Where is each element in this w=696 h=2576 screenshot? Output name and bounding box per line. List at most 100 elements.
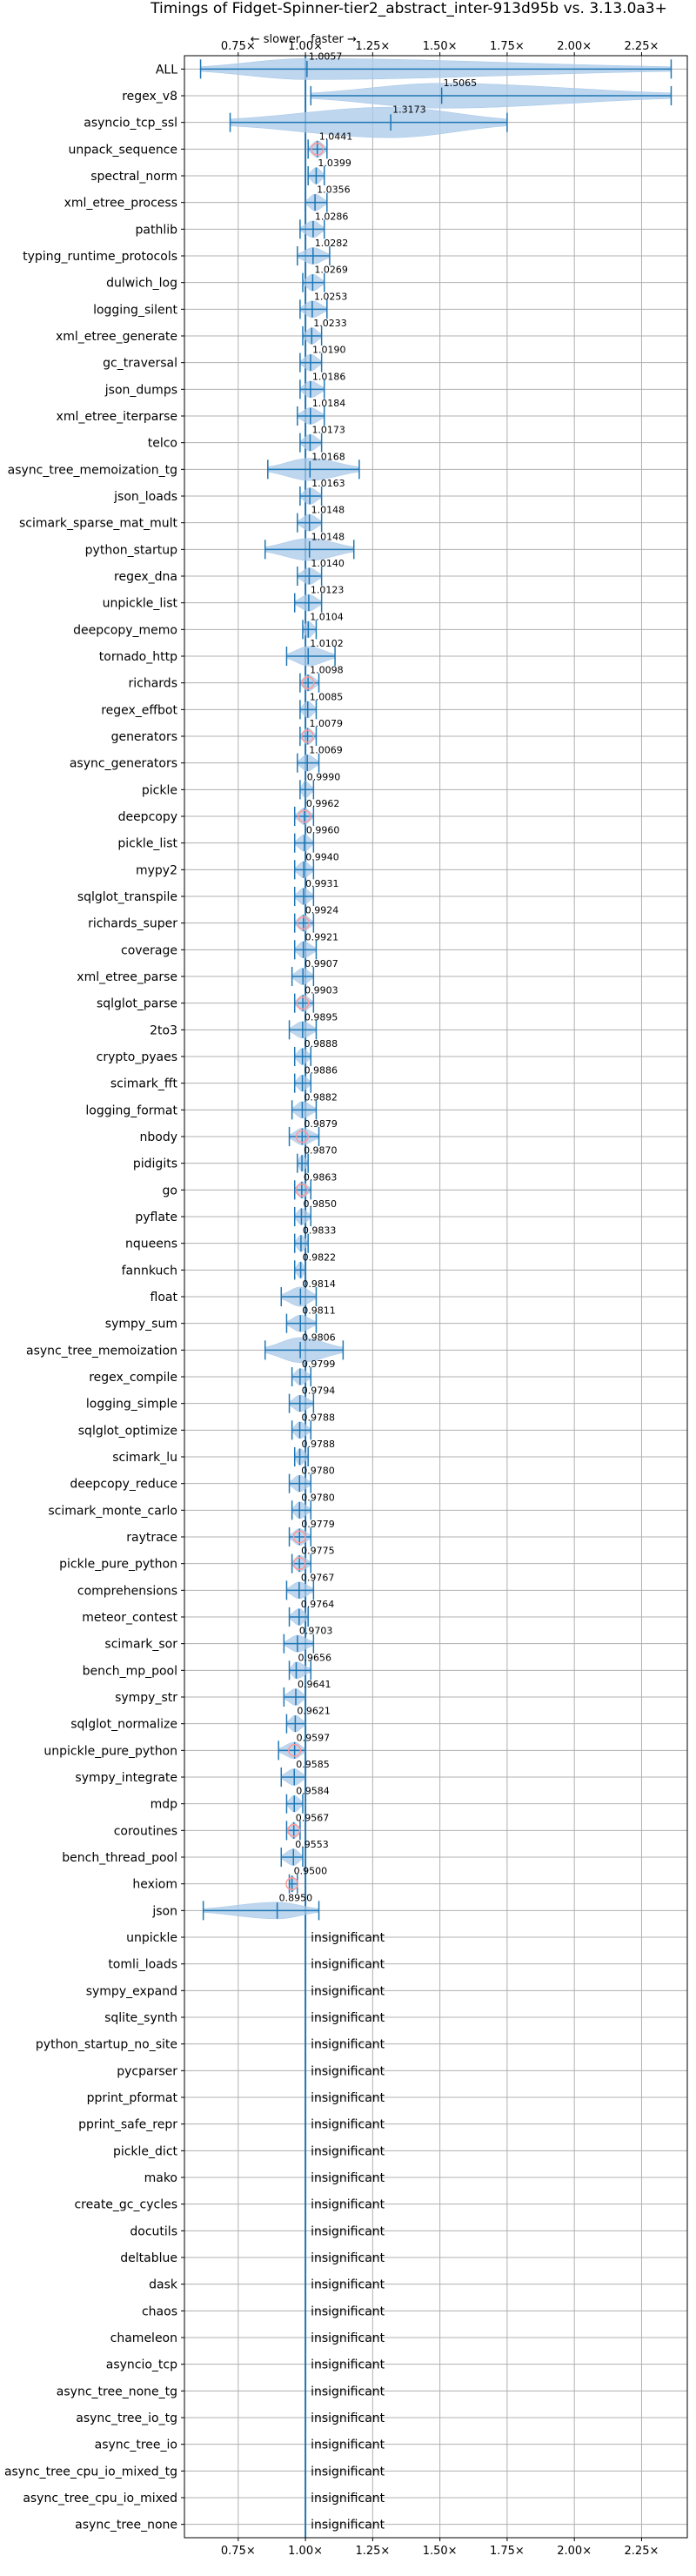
benchmark-label: sympy_str [115,1691,177,1705]
x-tick-label-bottom: 1.75× [490,2545,525,2558]
significance-marker [298,809,311,823]
insignificant-label: insignificant [311,2091,385,2105]
benchmark-label: scimark_fft [110,1077,178,1091]
significance-marker [292,1530,306,1544]
benchmark-label: ALL [156,63,177,77]
benchmark-label: sqlite_synth [104,2011,177,2025]
significance-marker [288,1743,302,1757]
insignificant-label: insignificant [311,2278,385,2292]
benchmark-label: async_tree_memoization_tg [8,463,177,477]
benchmark-label: regex_compile [89,1371,177,1385]
value-label: 0.9584 [296,1786,330,1797]
value-label: 0.9888 [304,1038,338,1050]
value-label: 0.9895 [304,1011,338,1023]
benchmark-label: json_loads [113,490,177,504]
value-label: 1.0184 [312,398,346,409]
benchmark-label: json_dumps [104,383,177,397]
benchmark-label: logging_simple [86,1398,177,1412]
x-tick-label-top: 2.00× [557,40,592,53]
value-label: 1.0163 [311,478,345,489]
benchmark-label: dask [149,2278,178,2292]
value-label: 0.9500 [294,1866,328,1877]
x-tick-label-top: 1.50× [423,40,458,53]
benchmark-label: async_tree_cpu_io_mixed_tg [4,2465,177,2479]
value-label: 0.9822 [303,1251,337,1263]
benchmark-label: sqlglot_transpile [77,890,177,904]
benchmark-label: docutils [130,2224,177,2238]
benchmark-label: sympy_expand [86,1984,177,1998]
insignificant-label: insignificant [311,2251,385,2265]
benchmark-label: create_gc_cycles [74,2198,177,2212]
benchmark-label: pickle_pure_python [59,1558,177,1572]
value-label: 0.9863 [304,1171,338,1183]
benchmark-label: hexiom [132,1878,177,1892]
value-label: 0.9921 [305,931,339,943]
benchmark-label: json [151,1904,177,1918]
benchmark-label: float [151,1291,178,1305]
significance-marker [295,1183,309,1197]
benchmark-label: comprehensions [77,1584,177,1598]
x-tick-label-top: 1.25× [355,40,390,53]
value-label: 0.9780 [301,1466,335,1477]
benchmark-label: xml_etree_generate [56,330,177,344]
plot-frame [184,55,688,2539]
x-tick-label-top: 1.75× [490,40,525,53]
value-label: 0.9870 [304,1145,338,1157]
benchmark-label: gc_traversal [103,357,177,371]
value-label: 1.0057 [309,50,343,62]
benchmark-label: go [163,1184,177,1197]
value-label: 0.9850 [303,1198,337,1210]
value-label: 1.0286 [315,211,349,222]
value-label: 0.9621 [297,1706,331,1717]
significance-marker [292,1557,306,1571]
value-label: 1.0233 [313,318,347,329]
insignificant-label: insignificant [311,1984,385,1998]
value-label: 0.9879 [304,1118,338,1130]
insignificant-label: insignificant [311,2198,385,2212]
significance-marker [296,996,310,1010]
x-tick-label-bottom: 2.25× [625,2545,659,2558]
benchmark-label: asyncio_tcp [106,2358,177,2372]
benchmark-label: deepcopy_memo [73,623,177,637]
value-label: 1.0186 [312,371,346,382]
benchmark-label: scimark_sparse_mat_mult [19,517,177,531]
insignificant-label: insignificant [311,2011,385,2025]
value-label: 0.9940 [305,851,339,862]
insignificant-label: insignificant [311,1958,385,1972]
significance-marker [311,142,325,156]
benchmark-label: logging_format [85,1104,177,1117]
benchmark-label: pprint_pformat [87,2091,178,2105]
value-label: 0.9703 [299,1626,333,1637]
benchmark-label: sqlglot_parse [97,997,177,1011]
insignificant-label: insignificant [311,1931,385,1945]
insignificant-label: insignificant [311,2118,385,2132]
benchmark-label: xml_etree_process [64,197,177,211]
value-label: 0.9806 [302,1332,336,1343]
insignificant-label: insignificant [311,2144,385,2158]
value-label: 1.0399 [318,158,351,169]
benchmark-label: mako [144,2171,177,2185]
benchmark-label: spectral_norm [90,170,177,184]
value-label: 0.9814 [302,1278,336,1290]
value-label: 0.9990 [307,771,341,782]
value-label: 0.9833 [303,1225,337,1237]
value-label: 0.9931 [305,878,339,889]
value-label: 0.9960 [306,825,340,836]
benchmark-label: deepcopy_reduce [70,1478,177,1492]
violin-layer [199,57,673,1921]
value-label: 1.0356 [317,184,351,196]
value-label: 1.0148 [311,505,345,516]
value-label: 1.3173 [392,104,426,116]
value-label: 0.9794 [302,1385,336,1397]
benchmark-label: unpickle_list [103,597,178,611]
benchmark-label: sqlglot_optimize [78,1424,177,1438]
x-tick-label-bottom: 0.75× [221,2545,256,2558]
value-label: 0.9656 [298,1652,331,1663]
value-label: 1.0079 [310,718,344,729]
benchmark-label: pyflate [135,1211,177,1224]
value-label: 1.0269 [314,265,348,276]
benchmark-label: chaos [142,2304,177,2318]
benchmark-label: pickle_list [117,837,177,851]
insignificant-label: insignificant [311,2412,385,2425]
